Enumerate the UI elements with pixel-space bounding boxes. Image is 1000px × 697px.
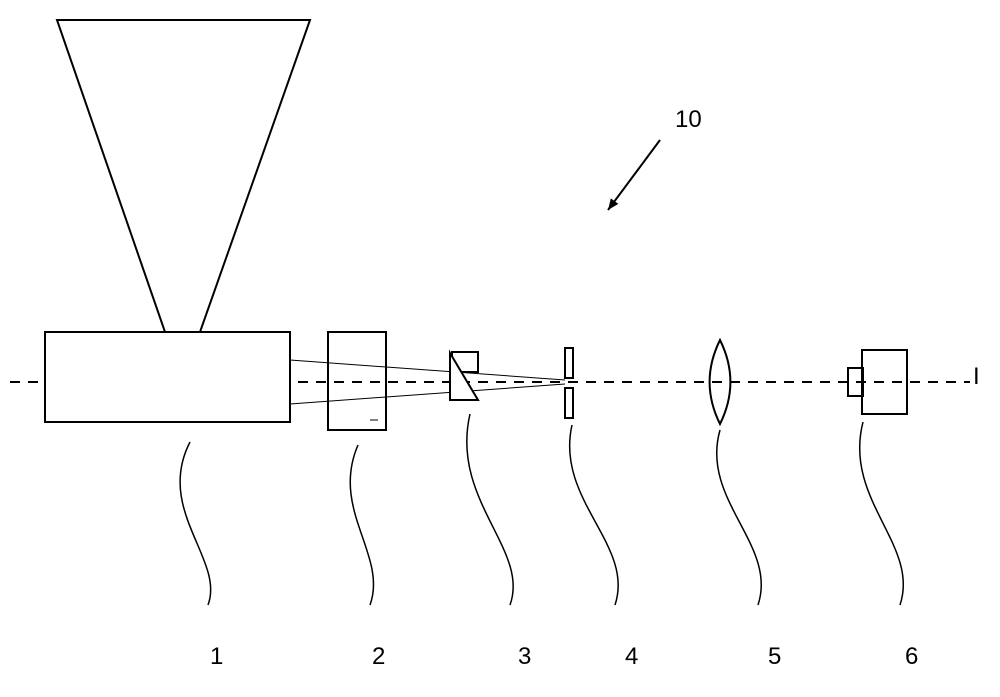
component-label-6: 6: [905, 643, 918, 671]
optical-diagram: [0, 0, 1000, 697]
reference-label-10: 10: [675, 106, 702, 134]
component-label-3: 3: [518, 643, 531, 671]
component-label-5: 5: [768, 643, 781, 671]
component-label-4: 4: [625, 643, 638, 671]
axis-label: I: [973, 363, 980, 391]
component-label-2: 2: [372, 643, 385, 671]
component-label-1: 1: [210, 643, 223, 671]
